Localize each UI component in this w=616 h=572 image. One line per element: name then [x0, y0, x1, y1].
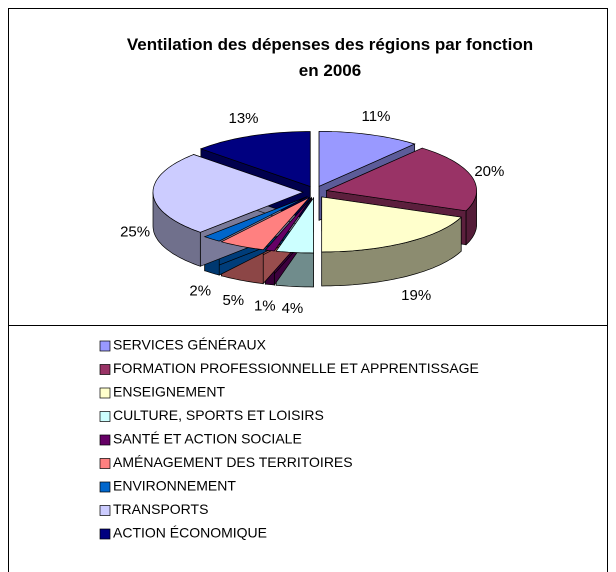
slice: [199, 131, 311, 187]
slice: [321, 196, 462, 253]
legend-swatch: [99, 458, 111, 469]
legend-swatch: [99, 387, 111, 399]
legend-swatch: [99, 505, 111, 516]
slice: [220, 197, 310, 251]
legend-label: AMÉNAGEMENT DES TERRITOIRES: [113, 454, 353, 470]
legend-swatch: [99, 411, 111, 422]
data-label: 25%: [120, 223, 150, 240]
chart-border: [8, 8, 608, 572]
legend-label: ENSEIGNEMENT: [113, 384, 225, 400]
slice: [152, 154, 305, 233]
data-label: 5%: [222, 292, 244, 309]
slice: [318, 131, 416, 187]
legend-label: CULTURE, SPORTS ET LOISIRS: [113, 407, 324, 423]
legend-swatch: [99, 481, 111, 493]
data-label: 20%: [474, 163, 504, 180]
legend-swatch: [99, 528, 111, 540]
data-label: 1%: [254, 298, 276, 315]
data-label: 2%: [189, 282, 211, 299]
legend-label: SANTÉ ET ACTION SOCIALE: [113, 431, 302, 447]
slice: [203, 196, 308, 242]
legend-swatch: [99, 434, 111, 446]
data-label: 19%: [401, 287, 431, 304]
legend-label: TRANSPORTS: [113, 501, 208, 517]
legend-label: ACTION ÉCONOMIQUE: [113, 525, 267, 541]
data-label: 13%: [228, 110, 258, 127]
legend-swatch: [99, 340, 111, 352]
data-label: 11%: [362, 108, 391, 125]
legend-label: ENVIRONNEMENT: [113, 478, 236, 494]
slice: [275, 196, 314, 254]
legend-swatch: [99, 364, 111, 375]
chart-title: Ventilation des dépenses des régions par…: [127, 35, 533, 80]
legend-label: FORMATION PROFESSIONNELLE ET APPRENTISSA…: [113, 360, 479, 376]
legend-label: SERVICES GÉNÉRAUX: [113, 337, 267, 353]
slice: [325, 147, 477, 212]
data-label: 4%: [282, 300, 304, 317]
slice: [264, 197, 312, 252]
